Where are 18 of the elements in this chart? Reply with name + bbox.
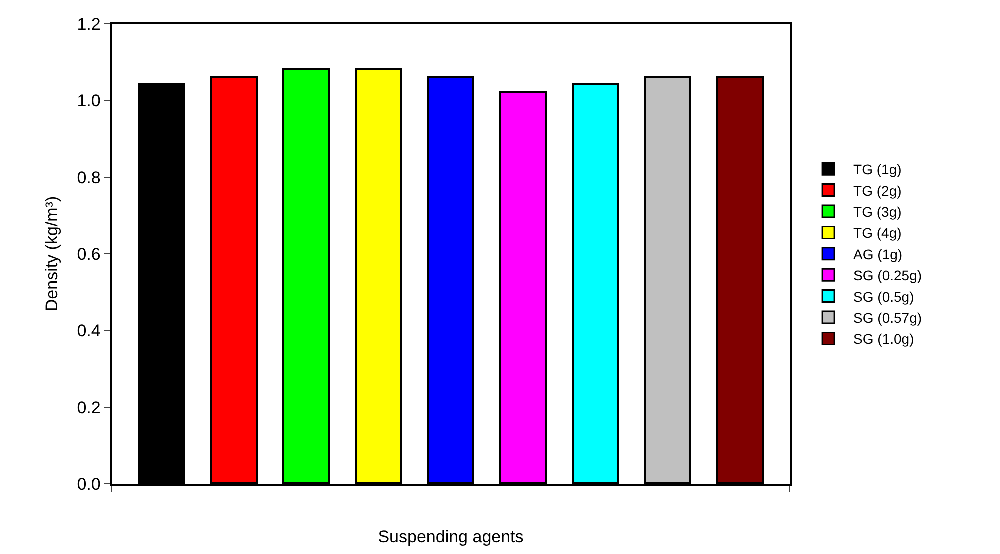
- y-tick-label: 0.8: [77, 168, 101, 188]
- legend-label: SG (0.25g): [854, 268, 922, 284]
- y-tick-label: 0.2: [77, 398, 101, 418]
- legend-label: TG (4g): [854, 225, 902, 242]
- legend-label: SG (0.5g): [854, 288, 914, 305]
- legend-label: TG (3g): [854, 204, 902, 220]
- legend-label: AG (1g): [854, 246, 903, 262]
- y-tick-label: 0.6: [77, 244, 101, 264]
- legend-label: SG (0.57g): [854, 310, 922, 326]
- y-tick-label: 0.4: [77, 322, 101, 341]
- x-axis-title: Suspending agents: [378, 528, 524, 547]
- legend-label: SG (1.0g): [854, 331, 914, 348]
- legend-label: TG (1g): [854, 162, 902, 178]
- y-tick-label: 1.0: [77, 92, 101, 111]
- y-tick-label: 1.2: [77, 14, 101, 34]
- y-tick-label: 0.0: [77, 474, 101, 494]
- y-axis-title: Density (kg/m³): [42, 196, 62, 312]
- legend-label: TG (2g): [854, 182, 902, 199]
